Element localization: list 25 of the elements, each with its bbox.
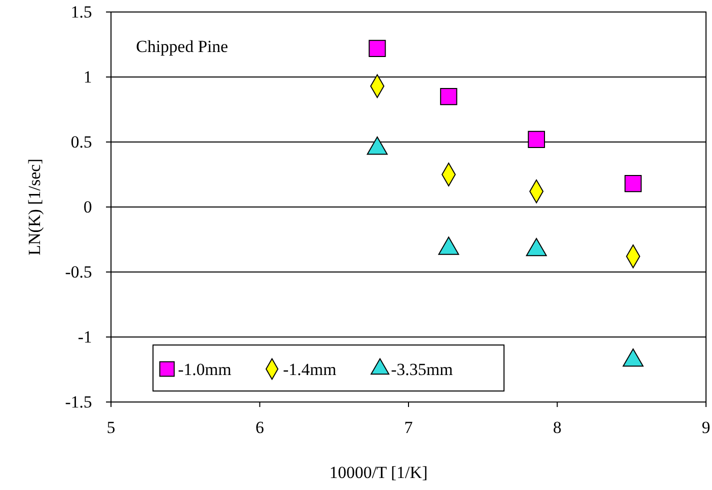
y-tick-label: 1 (84, 67, 92, 86)
y-tick-label: 0 (84, 197, 92, 216)
y-tick-label: 1.5 (70, 2, 92, 22)
point (528, 130, 545, 148)
y-tick-label: -0.5 (65, 262, 92, 282)
point (438, 236, 460, 255)
legend-label: -1.4mm (283, 360, 336, 379)
x-tick-label: 8 (553, 418, 562, 438)
y-tick-label: -1.5 (65, 392, 92, 412)
point (526, 238, 547, 256)
point (624, 175, 642, 192)
y-axis-title: LN(K) [1/sec] (25, 158, 44, 256)
text: Chipped Pine (136, 37, 228, 56)
legend-label: -1.0mm (178, 360, 232, 379)
y-tick-label: -1 (78, 327, 92, 346)
x-tick-label: 9 (702, 418, 710, 438)
y-tick-label: 0.5 (70, 132, 92, 152)
x-axis-title: 10000/T [1/K] (329, 463, 428, 482)
point (368, 40, 386, 57)
point (622, 348, 644, 367)
x-tick-label: 5 (106, 418, 116, 438)
point (440, 88, 458, 106)
x-tick-label: 6 (256, 418, 264, 438)
x-tick-label: 7 (404, 418, 414, 438)
legend-label: -3.35mm (391, 360, 453, 379)
